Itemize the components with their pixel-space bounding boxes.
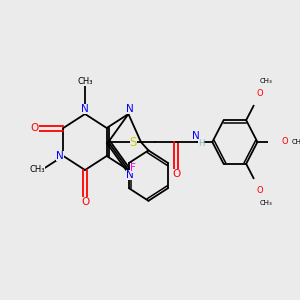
Text: N: N xyxy=(126,104,134,114)
Text: CH₃: CH₃ xyxy=(260,200,273,206)
Text: S: S xyxy=(130,136,137,148)
Text: O: O xyxy=(31,123,39,133)
Text: F: F xyxy=(130,163,136,173)
Text: CH₃: CH₃ xyxy=(260,78,273,84)
Text: N: N xyxy=(192,131,200,141)
Text: CH₃: CH₃ xyxy=(29,166,45,175)
Text: N: N xyxy=(126,170,134,180)
Text: N: N xyxy=(56,151,64,161)
Text: O: O xyxy=(256,186,263,195)
Text: H: H xyxy=(198,139,204,148)
Text: O: O xyxy=(256,89,263,98)
Text: O: O xyxy=(81,197,89,207)
Text: CH₃: CH₃ xyxy=(77,76,93,85)
Text: CH₃: CH₃ xyxy=(291,139,300,145)
Text: O: O xyxy=(172,169,180,179)
Text: N: N xyxy=(81,104,89,114)
Text: O: O xyxy=(282,137,288,146)
